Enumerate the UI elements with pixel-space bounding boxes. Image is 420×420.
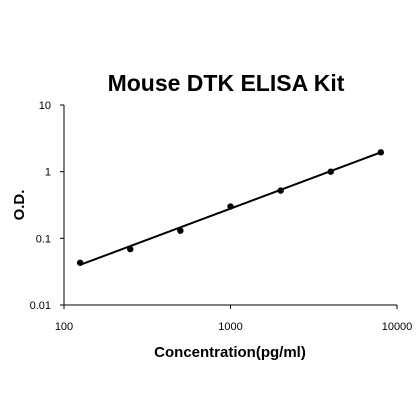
y-tick-label: 0.01 <box>30 300 51 312</box>
data-point <box>227 203 234 210</box>
x-tick-label: 1000 <box>218 321 242 333</box>
y-tick-label: 0.1 <box>36 233 51 245</box>
data-point <box>327 168 334 175</box>
data-point <box>177 227 184 234</box>
x-tick-label: 10000 <box>382 321 413 333</box>
y-tick-label: 1 <box>45 167 51 179</box>
data-point <box>127 245 134 253</box>
x-tick-label: 100 <box>55 321 73 333</box>
chart-title: Mouse DTK ELISA Kit <box>108 70 345 96</box>
x-axis-label: Concentration(pg/ml) <box>154 344 306 361</box>
data-point <box>277 187 284 194</box>
plot-area: 0.01 0.1 1 10 100 1000 10000 <box>30 100 413 333</box>
y-tick-label: 10 <box>39 100 51 112</box>
data-point <box>76 259 84 266</box>
y-axis-label: O.D. <box>11 190 28 221</box>
data-point <box>377 149 385 156</box>
